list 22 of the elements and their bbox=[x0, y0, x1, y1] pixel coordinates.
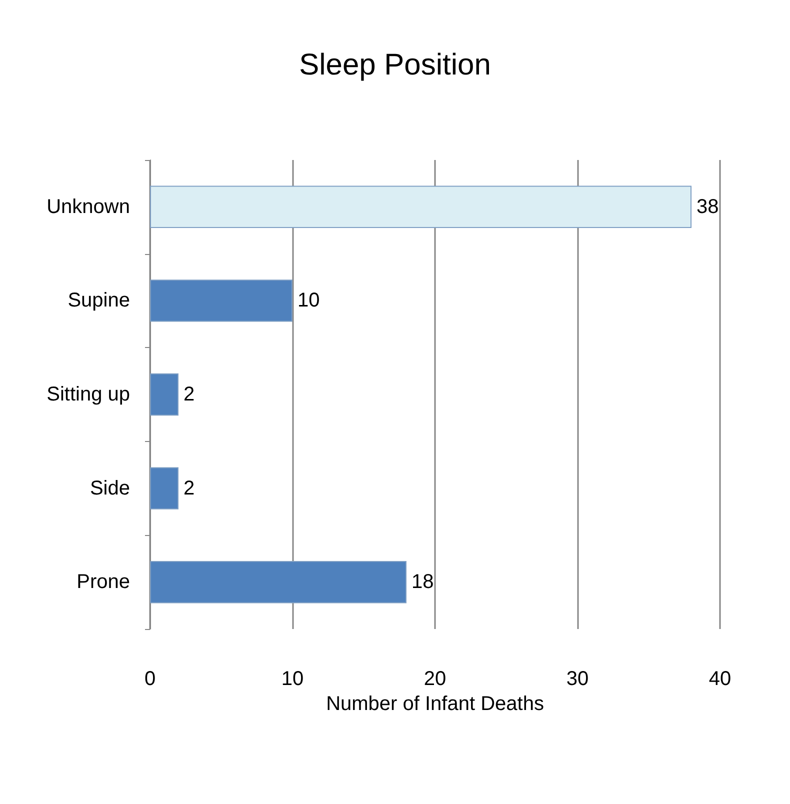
x-tick-label: 40 bbox=[708, 668, 732, 690]
bar bbox=[150, 186, 692, 228]
y-tick-label: Supine bbox=[68, 290, 130, 312]
y-tick-label: Unknown bbox=[46, 196, 130, 218]
x-tick-label: 30 bbox=[566, 668, 589, 690]
bar bbox=[150, 467, 178, 510]
x-tick-label: 0 bbox=[144, 668, 156, 690]
bar bbox=[150, 560, 406, 604]
x-axis-title: Number of Infant Deaths bbox=[326, 692, 544, 715]
y-tick-label: Sitting up bbox=[46, 384, 130, 406]
y-tick-label: Side bbox=[90, 477, 130, 500]
x-tick-label: 10 bbox=[281, 668, 304, 690]
y-tick-label: Prone bbox=[76, 571, 130, 594]
data-label: 18 bbox=[412, 571, 434, 594]
data-label: 2 bbox=[184, 477, 195, 500]
data-label: 10 bbox=[298, 290, 320, 312]
chart-title: Sleep Position bbox=[299, 48, 491, 82]
x-tick-label: 20 bbox=[424, 668, 446, 690]
bar bbox=[150, 280, 292, 322]
bar bbox=[150, 373, 178, 416]
data-label: 38 bbox=[696, 196, 719, 218]
data-label: 2 bbox=[184, 384, 195, 406]
